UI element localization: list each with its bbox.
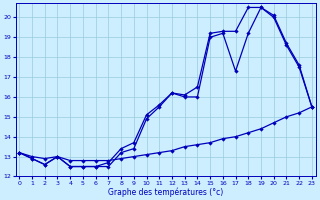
X-axis label: Graphe des températures (°c): Graphe des températures (°c) [108,187,223,197]
